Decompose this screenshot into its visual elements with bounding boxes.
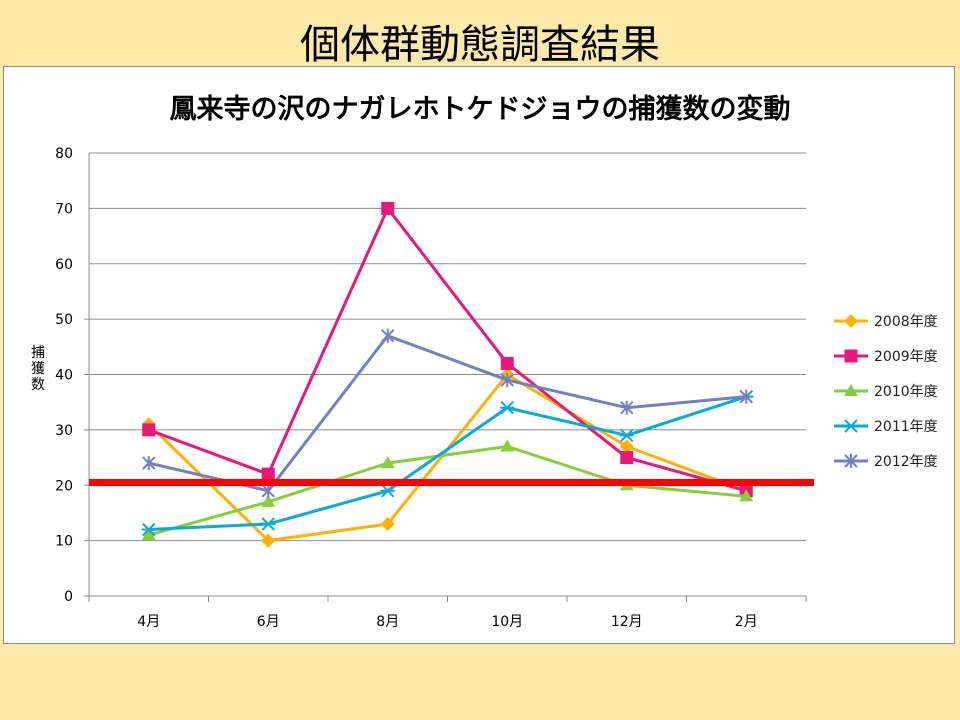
data-point: [620, 451, 634, 465]
data-point: [381, 201, 395, 215]
legend-swatch: [834, 453, 868, 468]
legend-marker: [844, 418, 858, 433]
legend-swatch: [834, 349, 868, 362]
y-axis-label: 捕獲数: [31, 345, 45, 393]
data-point: [380, 456, 395, 469]
x-tick-label: 2月: [735, 614, 758, 630]
series-line: [148, 334, 747, 493]
legend-label: 2008年度: [874, 313, 938, 330]
legend-label: 2011年度: [874, 418, 938, 435]
y-tick-label: 10: [55, 534, 73, 550]
data-point: [261, 483, 275, 498]
legend-item: 2009年度: [832, 338, 952, 373]
series-line: [148, 395, 747, 532]
x-tick-label: 4月: [137, 614, 160, 630]
series-1: [141, 367, 754, 548]
y-tick-label: 0: [64, 589, 73, 605]
y-tick-label: 60: [55, 257, 73, 273]
data-point: [261, 517, 276, 531]
slide-title: 個体群動態調査結果: [300, 22, 660, 68]
data-point: [620, 400, 634, 415]
legend-marker: [844, 383, 858, 396]
data-point: [142, 423, 156, 437]
data-point: [381, 328, 395, 343]
series-2: [142, 201, 753, 498]
data-point: [141, 522, 156, 537]
data-point: [261, 467, 275, 481]
series-layer: [141, 201, 754, 548]
y-tick-label: 40: [55, 368, 73, 384]
data-point: [500, 401, 515, 415]
data-point: [500, 373, 514, 388]
legend-item: 2010年度: [832, 373, 952, 408]
data-point: [500, 439, 515, 452]
series-5: [142, 328, 753, 498]
chart-area: 0 10 20 30 40 50 60 70 80 4月 6月 8月 10月 12月 2月 鳳来寺の沢のナガ…: [3, 66, 955, 644]
series-line: [148, 444, 747, 537]
legend-label: 2012年度: [874, 453, 938, 470]
legend: 2008年度 2009年度 2010年度 2011年度 2012年度: [832, 303, 952, 478]
legend-swatch: [834, 313, 868, 328]
x-tick-label: 10月: [491, 614, 523, 630]
chart-title: 鳳来寺の沢のナガレホトケドジョウの捕獲数の変動: [169, 94, 791, 125]
x-tick-label: 6月: [257, 614, 280, 630]
y-tick-label: 70: [55, 201, 73, 217]
legend-item: 2011年度: [832, 408, 952, 443]
data-point: [500, 356, 514, 370]
data-point: [739, 389, 753, 404]
data-point: [141, 528, 156, 541]
legend-swatch: [834, 383, 868, 396]
data-point: [380, 517, 395, 532]
legend-marker: [844, 349, 858, 362]
data-point: [261, 494, 276, 507]
series-line: [148, 206, 747, 493]
x-tick-label: 8月: [376, 614, 399, 630]
legend-swatch: [834, 418, 868, 433]
data-point: [619, 439, 634, 454]
series-3: [141, 439, 754, 541]
legend-marker: [844, 313, 858, 328]
y-tick-label: 30: [55, 423, 73, 439]
axes: 0 10 20 30 40 50 60 70 80 4月 6月 8月 10月 12月 2月: [55, 146, 807, 630]
data-point: [619, 428, 634, 443]
y-tick-label: 80: [55, 146, 73, 162]
series-4: [141, 389, 754, 537]
line-chart: 0 10 20 30 40 50 60 70 80 4月 6月 8月 10月 12月 2月: [55, 146, 814, 630]
data-point: [261, 533, 276, 548]
series-line: [147, 373, 747, 543]
x-tick-label: 12月: [611, 614, 643, 630]
legend-label: 2010年度: [874, 383, 938, 400]
legend-item: 2012年度: [832, 443, 952, 478]
y-tick-label: 50: [55, 312, 73, 328]
legend-marker: [844, 453, 858, 468]
data-point: [142, 456, 156, 471]
legend-label: 2009年度: [874, 348, 938, 365]
y-tick-label: 20: [55, 478, 73, 494]
legend-item: 2008年度: [832, 303, 952, 338]
data-point: [739, 489, 754, 502]
data-point: [380, 484, 395, 498]
